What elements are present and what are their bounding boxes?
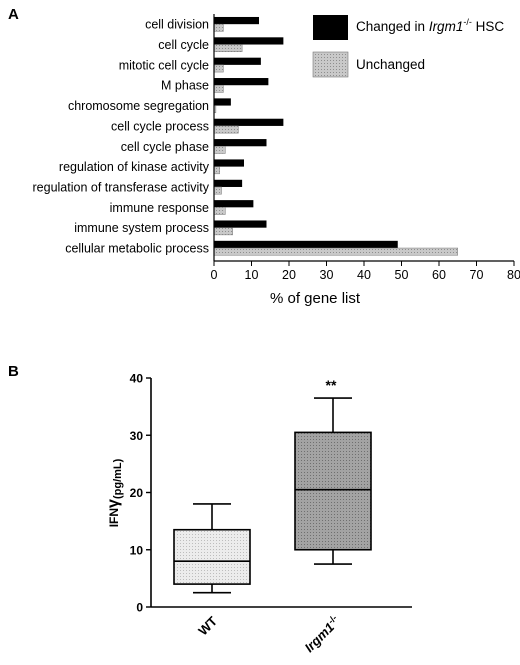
box-x-tick-label-wt: WT [195,613,220,638]
box-y-tick-label: 20 [130,486,144,500]
bar-x-tick-label: 30 [320,268,334,282]
legend-label-changed: Changed in Irgm1-/- HSC [356,17,504,34]
bar-category-label: regulation of transferase activity [33,180,210,194]
bar-unchanged [213,166,220,175]
bar-unchanged [213,247,458,256]
bar-changed [214,139,267,147]
box-x-tick-label-irgm1: Irgm1-/- [301,613,343,655]
bar-x-tick-label: 20 [282,268,296,282]
legend-label-unchanged: Unchanged [356,57,425,72]
box-y-tick-label: 0 [136,601,143,615]
bar-x-tick-label: 80 [507,268,520,282]
bar-x-tick-label: 40 [357,268,371,282]
bar-x-tick-label: 10 [245,268,259,282]
bar-category-label: cellular metabolic process [65,242,209,256]
box-plot-boxes [173,397,372,594]
box-y-tick-label: 10 [130,543,144,557]
bar-category-labels: cell division cell cycle mitotic cell cycl… [33,18,210,256]
bar-unchanged [213,64,224,73]
box-y-tick-label: 40 [130,372,144,386]
bar-category-label: mitotic cell cycle [119,58,209,72]
significance-marker: ** [326,377,337,393]
legend-swatch-changed [313,15,348,40]
legend-swatch-unchanged [312,51,349,78]
bar-unchanged [213,227,233,236]
box-iqr [294,431,372,551]
box-y-axis: 0 10 20 30 40 [130,372,412,615]
bar-changed [214,37,284,45]
bar-unchanged [213,125,239,134]
bar-legend: Changed in Irgm1-/- HSC Unchanged [312,15,504,78]
panel-b: B 0 10 20 30 40 IFNγ(pg/mL) ** WT Irgm1-/- [8,363,412,655]
bar-category-label: immune system process [74,221,209,235]
bar-changed [214,98,231,106]
bar-changed [214,200,254,208]
bar-changed [214,57,261,65]
box-irgm1 [294,397,372,565]
bar-changed [214,159,244,167]
bar-x-tick-label: 50 [395,268,409,282]
bar-x-tick-label: 0 [211,268,218,282]
bar-changed [214,16,259,25]
bar-x-axis-title: % of gene list [270,290,361,307]
bar-unchanged [213,44,243,52]
bar-category-label: cell cycle process [111,119,209,133]
box-y-axis-title: IFNγ(pg/mL) [105,458,124,527]
box-iqr [173,528,251,585]
bar-x-tick-label: 70 [470,268,484,282]
box-y-tick-label: 30 [130,429,144,443]
bar-category-label: M phase [161,79,209,93]
panel-a-label: A [8,6,19,23]
bar-unchanged [213,186,222,195]
bar-x-tick-label: 60 [432,268,446,282]
bar-changed [214,78,269,86]
bar-changed [214,220,267,228]
bar-unchanged [213,23,224,32]
bar-category-label: chromosome segregation [68,99,209,113]
bar-unchanged [213,146,226,154]
bar-category-label: cell division [145,18,209,32]
bar-unchanged [213,84,224,93]
bar-x-axis: 0 10 20 30 40 50 60 70 80 [211,14,520,282]
bar-category-label: cell cycle phase [121,140,209,154]
bar-category-label: regulation of kinase activity [59,160,210,174]
bar-changed [214,179,243,187]
panel-a: A cell division cell cycle mitotic cell cy… [8,6,520,307]
box-wt [173,503,251,594]
bar-changed [214,240,398,249]
bar-category-label: cell cycle [158,38,209,52]
panel-b-label: B [8,363,19,380]
bar-category-label: immune response [110,201,209,215]
bar-unchanged [213,207,226,215]
bar-changed [214,118,284,126]
